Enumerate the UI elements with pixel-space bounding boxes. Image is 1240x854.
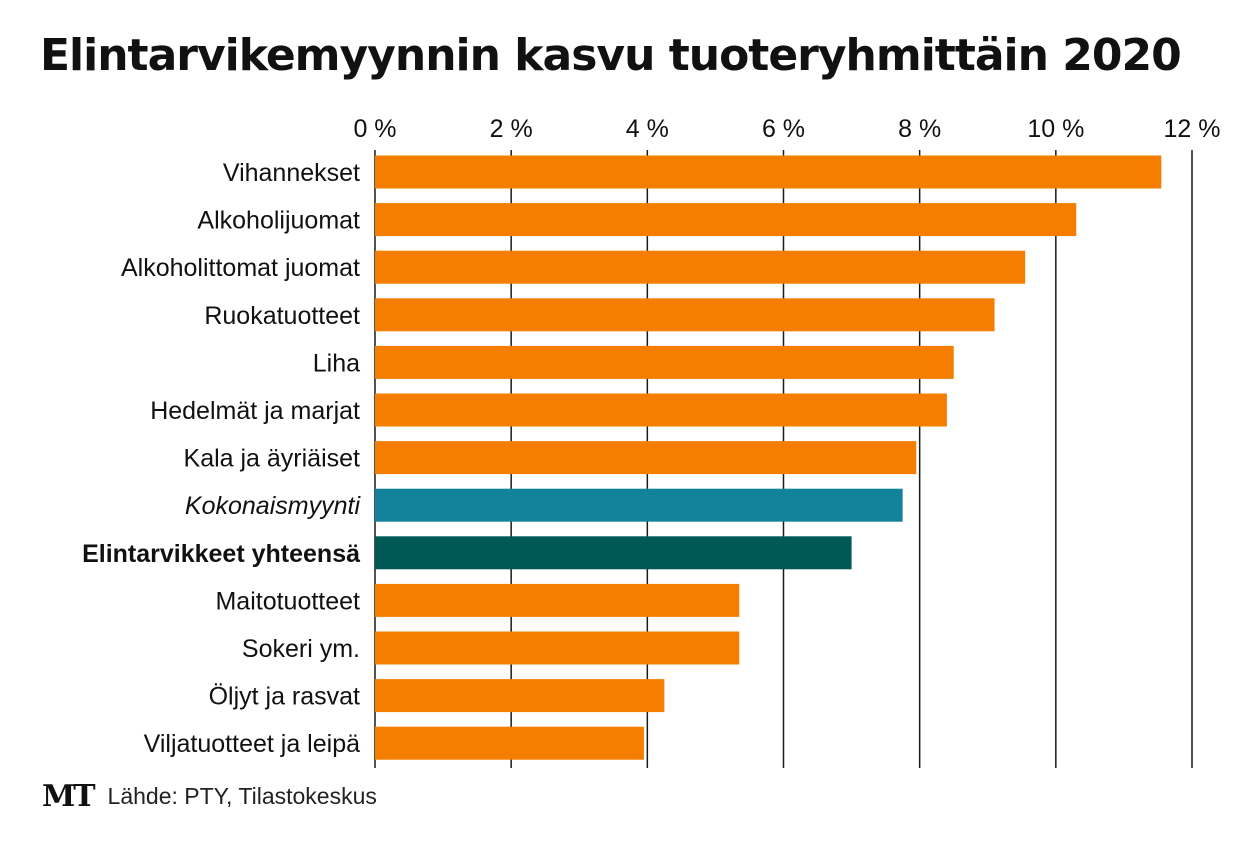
tick-label: 12 % <box>1164 115 1221 143</box>
tick-label: 0 % <box>353 115 396 143</box>
category-label: Vihannekset <box>223 159 360 187</box>
tick-label: 4 % <box>626 115 669 143</box>
category-label: Alkoholittomat juomat <box>121 254 360 282</box>
bar <box>375 488 903 522</box>
category-label: Maitotuotteet <box>215 587 360 615</box>
category-label: Kokonaismyynti <box>185 492 362 520</box>
bar <box>375 679 665 713</box>
category-label: Kala ja äyriäiset <box>184 445 361 473</box>
category-label: Sokeri ym. <box>242 635 360 663</box>
bar <box>375 155 1162 189</box>
bar <box>375 393 947 427</box>
bar <box>375 345 954 379</box>
source-note: Lähde: PTY, Tilastokeskus <box>107 782 377 809</box>
category-label: Alkoholijuomat <box>197 207 360 235</box>
tick-label: 10 % <box>1027 115 1084 143</box>
bar <box>375 536 852 570</box>
bar <box>375 203 1077 237</box>
category-label: Öljyt ja rasvat <box>209 683 360 711</box>
footer: MT Lähde: PTY, Tilastokeskus <box>42 776 377 816</box>
category-label: Hedelmät ja marjat <box>150 397 360 425</box>
category-label: Ruokatuotteet <box>204 302 360 330</box>
category-label: Elintarvikkeet yhteensä <box>82 540 360 568</box>
bar <box>375 631 740 665</box>
category-label: Liha <box>313 349 360 377</box>
bar <box>375 441 917 475</box>
bar <box>375 583 740 617</box>
mt-logo: MT <box>42 778 96 814</box>
bar <box>375 250 1026 284</box>
bar <box>375 726 644 760</box>
bar <box>375 298 995 332</box>
chart-title: Elintarvikemyynnin kasvu tuoteryhmittäin… <box>40 30 1182 81</box>
tick-label: 2 % <box>490 115 533 143</box>
tick-label: 8 % <box>898 115 941 143</box>
tick-label: 6 % <box>762 115 805 143</box>
category-label: Viljatuotteet ja leipä <box>144 730 360 758</box>
